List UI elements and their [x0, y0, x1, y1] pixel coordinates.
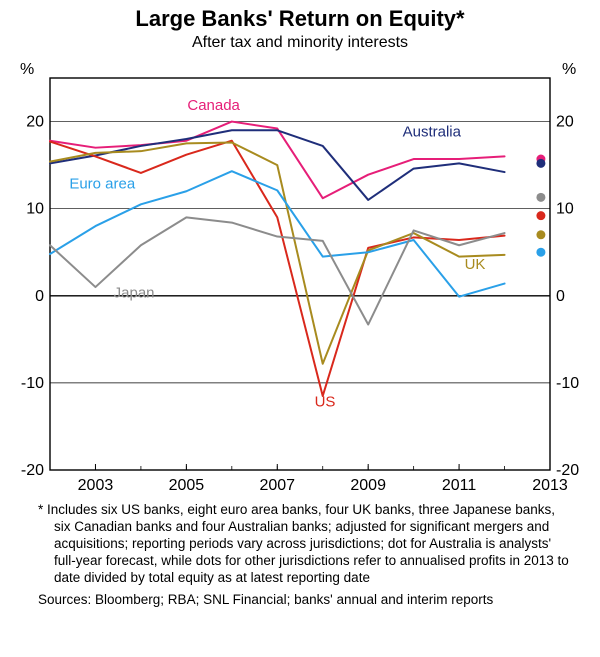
svg-text:2013: 2013	[532, 477, 568, 494]
svg-text:UK: UK	[465, 256, 486, 273]
chart-subtitle: After tax and minority interests	[0, 34, 600, 52]
svg-text:%: %	[20, 61, 34, 78]
svg-text:20: 20	[26, 114, 44, 131]
svg-text:Japan: Japan	[114, 285, 155, 302]
svg-text:Euro area: Euro area	[69, 176, 136, 193]
svg-text:2005: 2005	[169, 477, 205, 494]
svg-text:US: US	[315, 393, 336, 410]
svg-text:2009: 2009	[350, 477, 386, 494]
svg-text:0: 0	[35, 288, 44, 305]
plot-area: %%-20-20-10-1000101020202003200520072009…	[0, 56, 600, 496]
svg-text:0: 0	[556, 288, 565, 305]
svg-text:Australia: Australia	[403, 123, 462, 140]
chart-container: Large Banks' Return on Equity* After tax…	[0, 6, 600, 615]
sources-text: Sources: Bloomberg; RBA; SNL Financial; …	[0, 590, 600, 615]
footnote-text: * Includes six US banks, eight euro area…	[16, 496, 600, 590]
svg-text:-10: -10	[556, 375, 579, 392]
svg-text:10: 10	[556, 201, 574, 218]
svg-text:2011: 2011	[442, 477, 477, 494]
chart-title: Large Banks' Return on Equity*	[0, 6, 600, 32]
svg-text:-20: -20	[21, 462, 44, 479]
svg-text:2007: 2007	[259, 477, 295, 494]
svg-text:%: %	[562, 61, 576, 78]
chart-svg: %%-20-20-10-1000101020202003200520072009…	[0, 56, 600, 496]
svg-text:20: 20	[556, 114, 574, 131]
svg-text:2003: 2003	[78, 477, 114, 494]
svg-text:10: 10	[26, 201, 44, 218]
svg-text:-10: -10	[21, 375, 44, 392]
svg-text:Canada: Canada	[187, 97, 240, 114]
